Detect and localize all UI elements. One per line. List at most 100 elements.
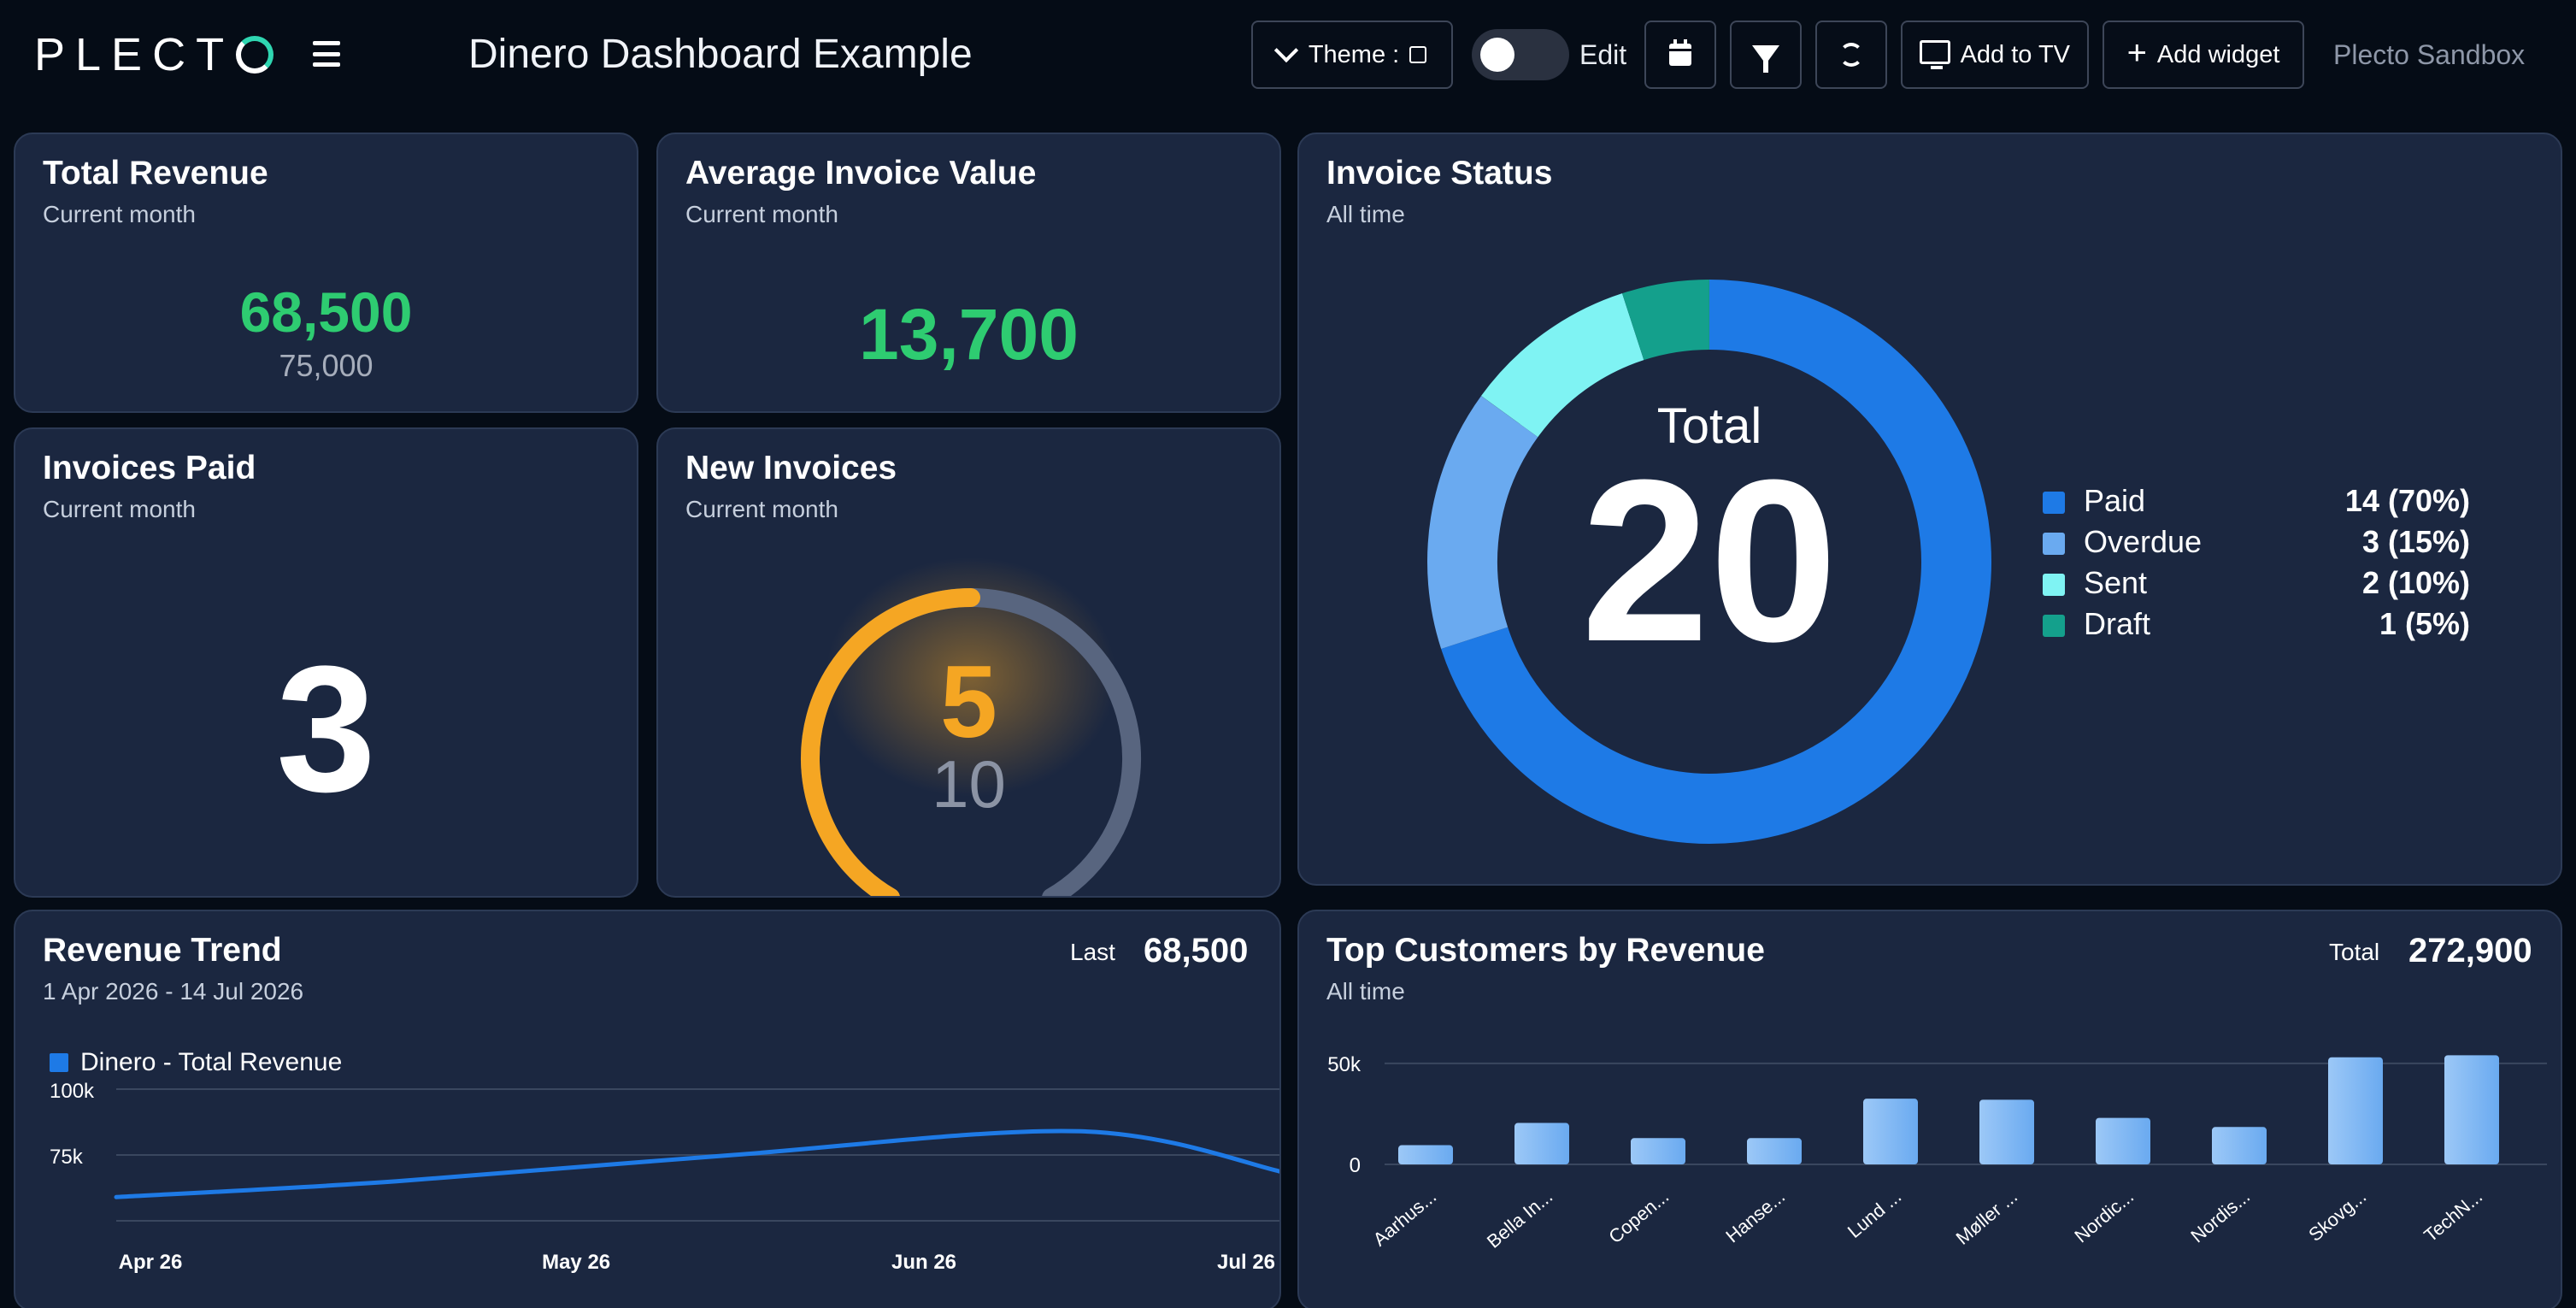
top-bar: PLECT Dinero Dashboard Example Theme : E… bbox=[0, 0, 2576, 111]
legend-value: 2 (10%) bbox=[2361, 565, 2470, 600]
plus-icon: + bbox=[2126, 34, 2147, 72]
toggle-knob bbox=[1480, 38, 1514, 72]
widget-invoices-paid[interactable]: Invoices Paid Current month 3 bbox=[14, 427, 638, 898]
widget-subtitle: Current month bbox=[43, 201, 196, 227]
legend-item-paid[interactable]: Paid 14 (70%) bbox=[2043, 483, 2470, 524]
gauge-value: 5 bbox=[940, 645, 997, 759]
bar-8[interactable] bbox=[2212, 1127, 2267, 1164]
page-title: Dinero Dashboard Example bbox=[468, 32, 973, 77]
legend-item-overdue[interactable]: Overdue 3 (15%) bbox=[2043, 524, 2470, 565]
bar-4[interactable] bbox=[1747, 1138, 1802, 1164]
add-widget-label: Add widget bbox=[2156, 40, 2280, 68]
x-tick-label: Aarhus... bbox=[1369, 1186, 1441, 1251]
refresh-icon bbox=[1839, 43, 1863, 67]
calendar-icon bbox=[1669, 39, 1691, 66]
widget-title: Revenue Trend bbox=[43, 932, 282, 969]
summary-value: 272,900 bbox=[2408, 932, 2532, 969]
chevron-down-icon bbox=[1273, 38, 1298, 63]
summary-label: Last bbox=[1070, 939, 1115, 965]
widget-revenue-trend[interactable]: Revenue Trend 1 Apr 2026 - 14 Jul 2026 L… bbox=[14, 910, 1281, 1308]
legend-item-sent[interactable]: Sent 2 (10%) bbox=[2043, 565, 2470, 606]
legend-value: 14 (70%) bbox=[2344, 483, 2470, 518]
bar-2[interactable] bbox=[1514, 1122, 1569, 1164]
legend-label: Overdue bbox=[2084, 524, 2203, 559]
widget-title: Invoices Paid bbox=[43, 450, 256, 486]
legend-label: Paid bbox=[2084, 483, 2146, 518]
donut-legend: Paid 14 (70%) Overdue 3 (15%) Sent 2 (10… bbox=[2043, 483, 2470, 647]
bar-6[interactable] bbox=[1979, 1099, 2034, 1164]
x-tick-label: Jul 26 bbox=[1217, 1251, 1275, 1274]
y-tick-label: 75k bbox=[50, 1146, 84, 1169]
bar-3[interactable] bbox=[1631, 1138, 1685, 1164]
x-tick-label: Copen... bbox=[1604, 1186, 1673, 1248]
x-tick-label: Nordis... bbox=[2186, 1186, 2254, 1247]
theme-color-swatch-icon bbox=[1409, 46, 1427, 63]
widget-new-invoices[interactable]: New Invoices Current month 5 10 bbox=[656, 427, 1281, 898]
date-range-button[interactable] bbox=[1644, 21, 1716, 89]
x-tick-label: Apr 26 bbox=[119, 1251, 183, 1274]
theme-dropdown-button[interactable]: Theme : bbox=[1251, 21, 1453, 89]
edit-toggle[interactable] bbox=[1472, 29, 1569, 80]
donut-total-label: Total bbox=[1656, 398, 1762, 454]
add-to-tv-button[interactable]: Add to TV bbox=[1901, 21, 2089, 89]
legend-value: 1 (5%) bbox=[2379, 606, 2470, 641]
legend-swatch bbox=[2043, 492, 2065, 514]
gauge-progress bbox=[801, 588, 980, 896]
edit-label: Edit bbox=[1579, 39, 1627, 70]
logo-o-icon bbox=[236, 36, 274, 74]
y-tick-label: 100k bbox=[50, 1080, 95, 1103]
legend-item-draft[interactable]: Draft 1 (5%) bbox=[2043, 606, 2470, 647]
legend-swatch bbox=[2043, 574, 2065, 596]
widget-title: Average Invoice Value bbox=[685, 155, 1037, 191]
refresh-button[interactable] bbox=[1815, 21, 1887, 89]
legend-label: Draft bbox=[2084, 606, 2151, 641]
account-name[interactable]: Plecto Sandbox bbox=[2333, 39, 2526, 70]
donut-slice-sent[interactable] bbox=[1481, 293, 1645, 438]
bar-9[interactable] bbox=[2328, 1057, 2383, 1164]
widget-top-customers[interactable]: Top Customers by Revenue All time Total … bbox=[1297, 910, 2562, 1308]
legend-swatch bbox=[2043, 533, 2065, 555]
x-tick-label: Hanse... bbox=[1721, 1186, 1789, 1247]
widget-total-revenue[interactable]: Total Revenue Current month 68,500 75,00… bbox=[14, 133, 638, 413]
widget-title: New Invoices bbox=[685, 450, 897, 486]
donut-slice-draft[interactable] bbox=[1622, 280, 1710, 361]
widget-subtitle: Current month bbox=[685, 201, 838, 227]
x-tick-label: May 26 bbox=[542, 1251, 610, 1274]
add-to-tv-label: Add to TV bbox=[1960, 40, 2070, 68]
summary-label: Total bbox=[2329, 939, 2380, 965]
donut-total-value: 20 bbox=[1580, 433, 1838, 690]
bar-7[interactable] bbox=[2096, 1117, 2150, 1164]
widget-title: Top Customers by Revenue bbox=[1326, 932, 1765, 969]
bar-10[interactable] bbox=[2444, 1055, 2499, 1164]
widget-subtitle: Current month bbox=[43, 496, 196, 522]
widget-invoice-status[interactable]: Invoice Status All time Total 20 Paid 14… bbox=[1297, 133, 2562, 886]
bar-1[interactable] bbox=[1398, 1145, 1453, 1164]
gauge-target: 10 bbox=[932, 746, 1006, 822]
logo-text: PLECT bbox=[34, 29, 235, 80]
filter-icon bbox=[1752, 45, 1779, 73]
series-line-total-revenue[interactable] bbox=[114, 1128, 1281, 1199]
donut-slice-overdue[interactable] bbox=[1427, 396, 1538, 649]
widget-average-invoice-value[interactable]: Average Invoice Value Current month 13,7… bbox=[656, 133, 1281, 413]
line-chart: 100k 75k Apr 26 May 26 Jun 26 Jul 26 bbox=[50, 1080, 1281, 1274]
widget-subtitle: All time bbox=[1326, 978, 1405, 1005]
x-tick-label: Skovg... bbox=[2304, 1186, 2370, 1246]
x-tick-label: Lund ... bbox=[1844, 1186, 1905, 1242]
donut-slice-paid[interactable] bbox=[1441, 280, 1991, 844]
plecto-logo[interactable]: PLECT bbox=[34, 29, 274, 80]
y-tick-label: 50k bbox=[1327, 1053, 1362, 1076]
bar-5[interactable] bbox=[1863, 1099, 1918, 1164]
hamburger-menu-icon[interactable] bbox=[313, 41, 340, 67]
legend-value: 3 (15%) bbox=[2361, 524, 2470, 559]
add-widget-button[interactable]: + Add widget bbox=[2103, 21, 2304, 89]
bar-chart: 50k 0 Aarhus... Bella In... Copen... Hanse...… bbox=[1327, 1053, 2547, 1252]
series-legend[interactable]: Dinero - Total Revenue bbox=[50, 1048, 342, 1077]
x-tick-label: Møller ... bbox=[1952, 1186, 2022, 1249]
legend-swatch bbox=[2043, 615, 2065, 637]
legend-label: Sent bbox=[2084, 565, 2148, 600]
donut-chart bbox=[1427, 280, 1991, 844]
filter-button[interactable] bbox=[1730, 21, 1802, 89]
theme-label: Theme : bbox=[1308, 40, 1400, 68]
widget-subtitle: Current month bbox=[685, 496, 838, 522]
x-tick-label: Nordic... bbox=[2070, 1186, 2138, 1247]
